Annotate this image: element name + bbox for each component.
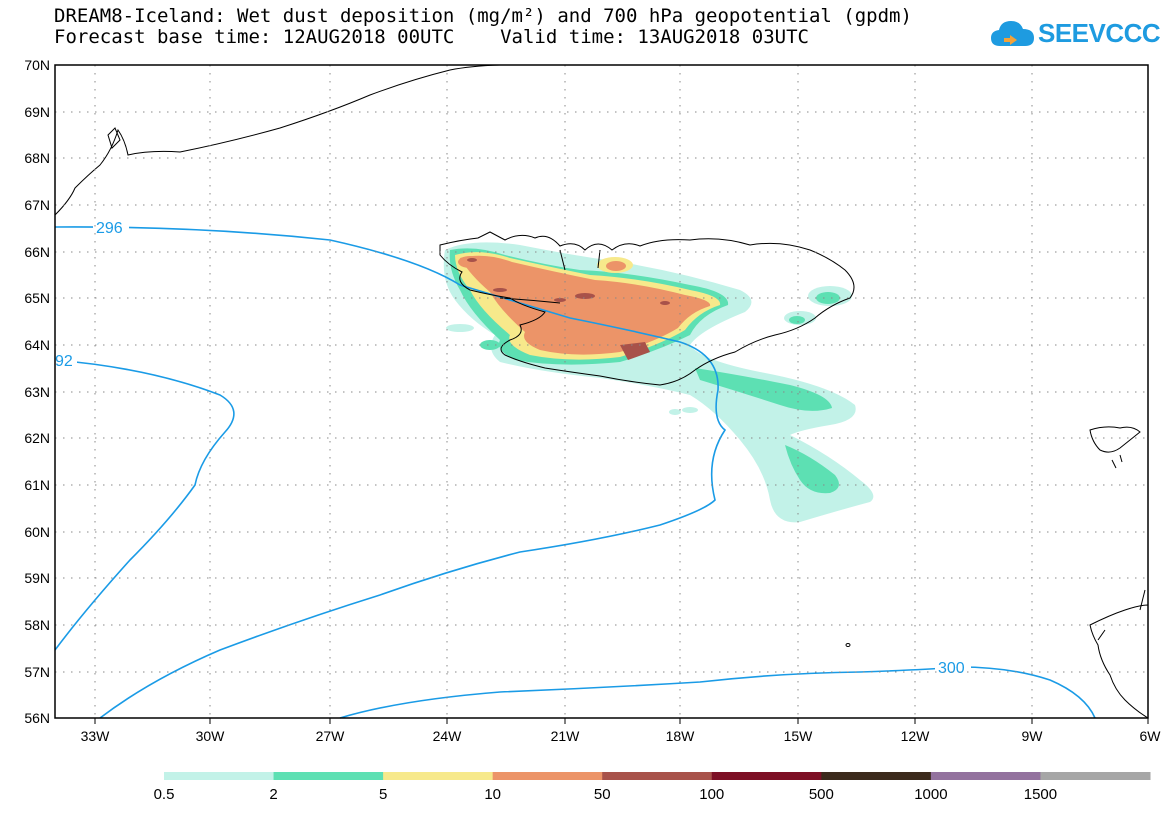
gridlines: [55, 65, 1148, 718]
legend-swatch: [821, 772, 932, 780]
legend-swatch: [1040, 772, 1151, 780]
lat-label: 56N: [24, 710, 50, 726]
lat-label: 62N: [24, 430, 50, 446]
map-subtitle: Forecast base time: 12AUG2018 00UTC Vali…: [54, 26, 809, 48]
legend-swatch: [602, 772, 713, 780]
lat-label: 65N: [24, 290, 50, 306]
contour-label-bg: [93, 219, 129, 236]
lat-label: 60N: [24, 524, 50, 540]
contour-label-292: 92: [55, 353, 73, 370]
coastlines: [54, 64, 1149, 719]
lon-label: 12W: [901, 728, 931, 744]
legend-label: 100: [699, 786, 725, 803]
legend-swatch: [711, 772, 822, 780]
legend-label: 500: [808, 786, 834, 803]
dust-deposition-field: [443, 242, 874, 523]
lat-label: 64N: [24, 337, 50, 353]
cloud-icon: [991, 21, 1034, 46]
longitude-labels: 33W 30W 27W 24W 21W 18W 15W 12W 9W 6W: [81, 728, 1162, 744]
tick-marks: [94, 718, 1149, 724]
legend-swatch: [930, 772, 1041, 780]
lat-label: 59N: [24, 570, 50, 586]
contour-label-296: 296: [96, 220, 123, 237]
legend-label: 1000: [914, 786, 948, 803]
lat-label: 66N: [24, 244, 50, 260]
contour-label-bg: [55, 352, 77, 369]
lon-label: 30W: [196, 728, 226, 744]
legend-label: 1500: [1023, 786, 1058, 803]
map-title: DREAM8-Iceland: Wet dust deposition (mg/…: [54, 5, 912, 27]
coastline-greenland: [54, 64, 501, 216]
lat-label: 61N: [24, 477, 50, 493]
contour-296: [54, 226, 727, 719]
legend-swatch: [273, 772, 384, 780]
legend-label: 5: [378, 786, 388, 803]
contour-300: [339, 666, 1096, 719]
legend-swatch: [383, 772, 494, 780]
coastline-faroe: [1089, 426, 1141, 453]
coastline-iceland: [439, 231, 855, 386]
legend-label: 0.5: [153, 786, 175, 803]
legend-label: 10: [484, 786, 501, 803]
contour-292: [54, 359, 235, 651]
lat-label: 57N: [24, 664, 50, 680]
lat-label: 63N: [24, 384, 50, 400]
legend-swatch: [164, 772, 275, 780]
lon-label: 9W: [1022, 728, 1044, 744]
logo-text: SEEVCCC: [1038, 18, 1161, 48]
lat-label: 68N: [24, 150, 50, 166]
latitude-labels: 70N 69N 68N 67N 66N 65N 64N 63N 62N 61N …: [24, 57, 50, 726]
legend-swatch: [492, 772, 603, 780]
lat-label: 58N: [24, 617, 50, 633]
seevccc-logo: SEEVCCC: [990, 14, 1161, 54]
lon-label: 6W: [1140, 728, 1162, 744]
lat-label: 70N: [24, 57, 50, 73]
lat-label: 67N: [24, 197, 50, 213]
legend-label: 2: [269, 786, 278, 803]
legend-label: 50: [593, 786, 611, 803]
map-frame: [54, 64, 1149, 719]
lon-label: 33W: [81, 728, 111, 744]
lat-label: 69N: [24, 104, 50, 120]
lon-label: 21W: [551, 728, 581, 744]
lon-label: 24W: [433, 728, 463, 744]
lon-label: 18W: [666, 728, 696, 744]
lon-label: 15W: [784, 728, 814, 744]
contour-label-300: 300: [938, 660, 965, 677]
coastline-scotland: [1089, 604, 1149, 719]
lon-label: 27W: [316, 728, 346, 744]
legend-colorbar: [164, 772, 1151, 780]
